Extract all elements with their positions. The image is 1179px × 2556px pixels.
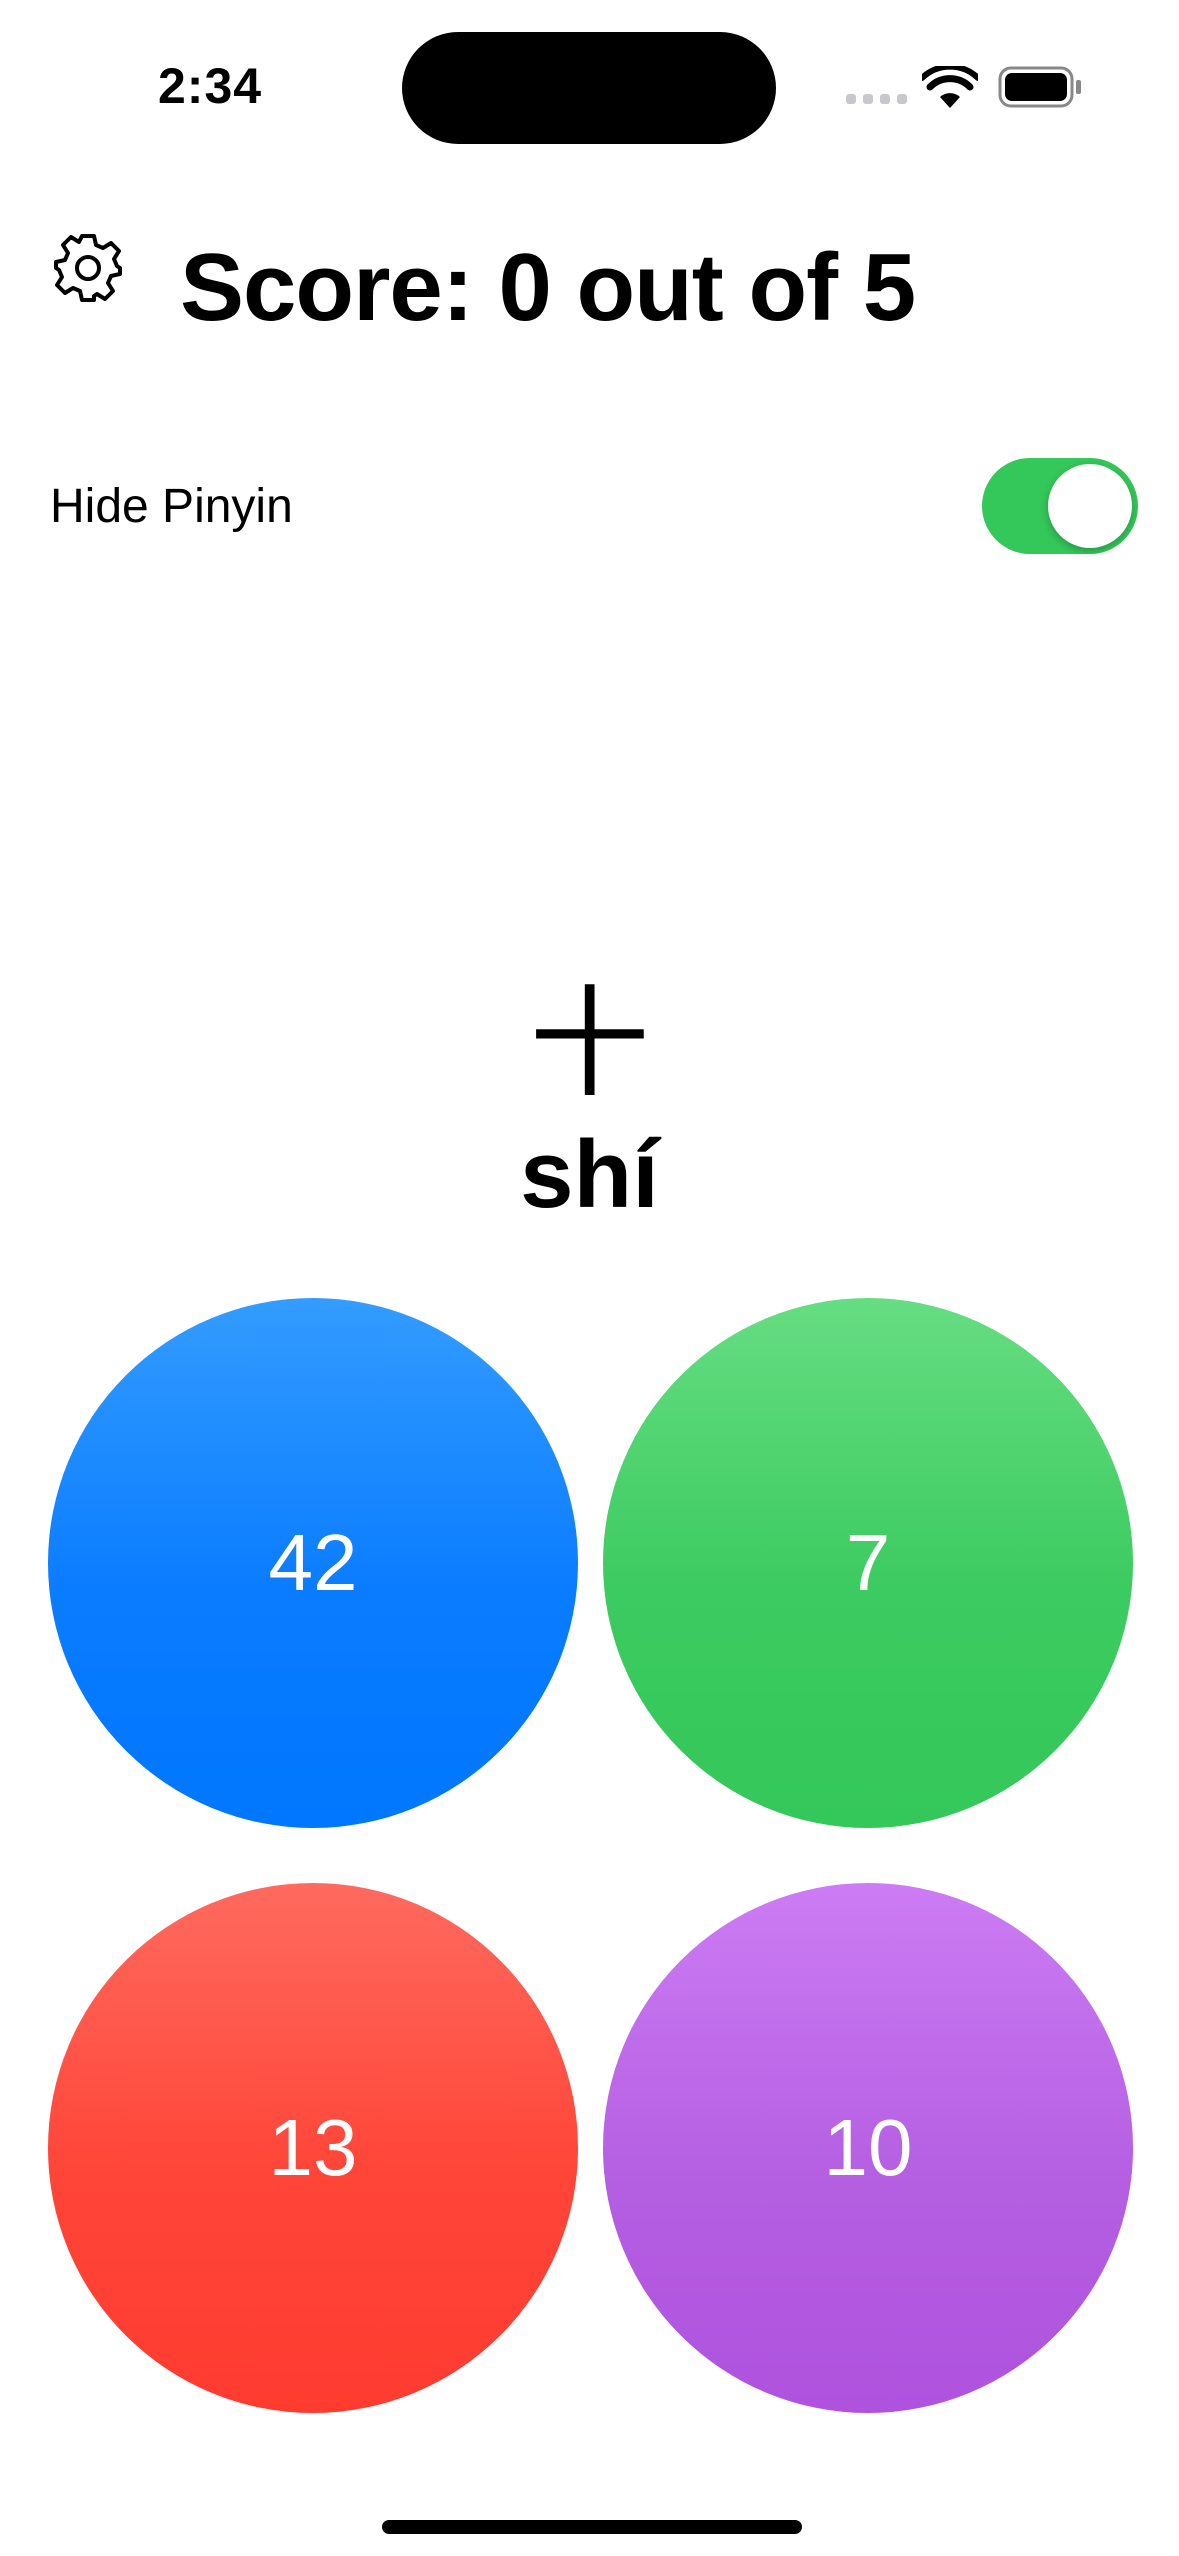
answer-button-4[interactable]: 10 [603, 1883, 1133, 2413]
status-time: 2:34 [158, 58, 263, 114]
home-indicator[interactable] [382, 2520, 802, 2534]
toggle-knob [1048, 464, 1132, 548]
status-bar: 2:34 [0, 0, 1179, 150]
dynamic-island [402, 32, 776, 144]
battery-icon [998, 66, 1081, 108]
gear-icon[interactable] [52, 232, 124, 304]
hide-pinyin-toggle[interactable] [982, 458, 1138, 554]
chinese-character: 十 [529, 975, 650, 1114]
wifi-icon [922, 66, 978, 108]
answer-button-3[interactable]: 13 [48, 1883, 578, 2413]
hide-pinyin-label: Hide Pinyin [50, 480, 293, 533]
answer-button-1[interactable]: 42 [48, 1298, 578, 1828]
score-title: Score: 0 out of 5 [180, 234, 916, 341]
answer-button-2[interactable]: 7 [603, 1298, 1133, 1828]
pinyin-text: shí [520, 1121, 659, 1228]
cellular-signal-icon [846, 94, 908, 106]
